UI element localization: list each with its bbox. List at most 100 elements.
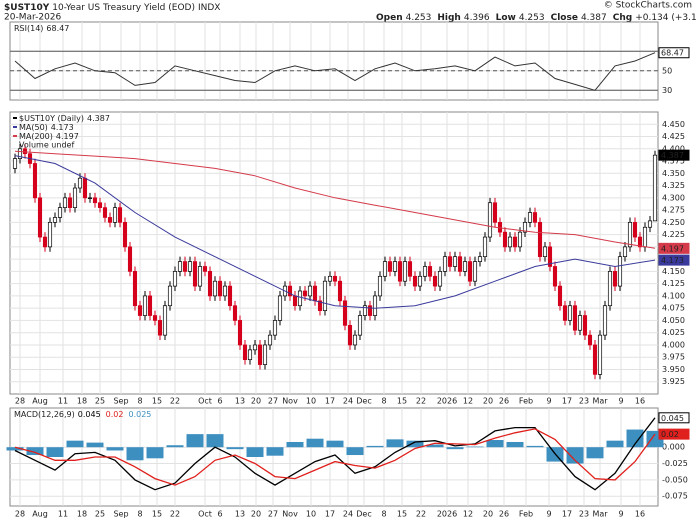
x-tick-label: Nov <box>282 510 298 519</box>
candle-body <box>57 207 63 218</box>
histogram-bar <box>146 447 164 459</box>
legend-value: 4.197 <box>56 132 79 141</box>
histogram-bar <box>46 447 64 457</box>
y-tick-label: 4.350 <box>662 169 685 178</box>
x-tick-label: Feb <box>519 510 533 519</box>
x-tick-label: 16 <box>635 397 645 406</box>
x-tick-label: 20 <box>483 510 493 519</box>
x-tick-label: Mar <box>592 397 608 406</box>
candle-body <box>72 187 78 208</box>
candle-body <box>12 158 18 169</box>
histogram-bar <box>86 442 104 448</box>
stat-label: Chg <box>613 13 632 23</box>
value-tag-label: 0.045 <box>661 414 684 423</box>
candle-body <box>577 315 583 331</box>
header-date: 20-Mar-2026 <box>4 13 62 23</box>
value-tag <box>658 242 690 254</box>
header-stats: Open 4.253 High 4.396 Low 4.253 Close 4.387 Chg +… <box>376 13 696 23</box>
x-tick-label: 9 <box>546 397 551 406</box>
y-tick-label: 4.425 <box>662 132 685 141</box>
candle-body <box>122 221 128 248</box>
candle-body <box>212 280 218 297</box>
x-tick-label: 2026 <box>437 397 457 406</box>
x-tick-label: 17 <box>562 397 572 406</box>
x-tick-label: 8 <box>381 510 386 519</box>
candle-body <box>197 266 203 287</box>
candle-body <box>182 261 188 272</box>
candle-body <box>237 320 243 346</box>
candle-body <box>187 261 193 272</box>
panel-frame <box>9 407 659 507</box>
candle-body <box>382 261 388 277</box>
legend-value: 4.387 <box>87 114 110 123</box>
candle-body <box>227 285 233 307</box>
candle-body <box>617 256 623 287</box>
value-tag-label: 4.387 <box>661 151 684 160</box>
y-tick-label: 4.375 <box>662 157 685 166</box>
candle-body <box>317 300 323 311</box>
candle-body <box>342 300 348 326</box>
y-tick-label: 4.150 <box>662 267 685 276</box>
rsi-line <box>14 52 656 91</box>
legend-entry: MA(200) 4.197 <box>19 132 79 141</box>
candle-body <box>102 207 108 218</box>
x-tick-label: 22 <box>170 510 180 519</box>
candle-body <box>612 271 618 287</box>
candle-body <box>602 305 608 336</box>
candle-body <box>622 246 628 258</box>
x-tick-label: Sep <box>113 510 128 519</box>
histogram-bar <box>506 441 524 448</box>
candle-body <box>512 236 518 248</box>
candle-body <box>192 261 198 287</box>
x-tick-label: 23 <box>579 397 589 406</box>
x-tick-label: 26 <box>499 510 509 519</box>
histogram-bar <box>206 434 224 448</box>
x-tick-label: 27 <box>268 510 278 519</box>
histogram-bar <box>6 447 24 451</box>
stat-label: Close <box>551 13 578 23</box>
candle-body <box>152 315 158 321</box>
candle-body <box>582 315 588 336</box>
candle-body <box>232 305 238 321</box>
candle-body <box>417 275 423 287</box>
candle-body <box>92 197 98 204</box>
candle-body <box>87 197 93 199</box>
candle-body <box>457 256 463 272</box>
candle-body <box>127 246 133 272</box>
histogram-bar <box>586 447 604 459</box>
histogram-bar <box>246 447 264 457</box>
candle-body <box>497 221 503 233</box>
value-tag <box>658 254 690 266</box>
y-tick-label: 4.025 <box>662 328 685 337</box>
candle-body <box>207 271 213 297</box>
y-tick-label: -0.075 <box>662 492 688 501</box>
candle-body <box>362 305 368 316</box>
y-tick-label: 4.075 <box>662 304 685 313</box>
x-tick-label: Oct <box>198 510 212 519</box>
legend-name: MA(200) <box>19 132 53 141</box>
x-tick-label: 15 <box>152 510 162 519</box>
x-tick-label: 15 <box>152 397 162 406</box>
stat-value: +0.134 (+3.15%) <box>635 13 696 23</box>
histogram-bar <box>106 447 124 451</box>
legend-name: MACD(12,26,9) <box>14 410 75 419</box>
exchange: INDX <box>198 3 220 13</box>
x-tick-label: 17 <box>325 510 335 519</box>
histogram-bar <box>426 444 444 448</box>
y-tick-label: 4.275 <box>662 206 685 215</box>
x-tick-label: 22 <box>416 397 426 406</box>
candle-body <box>527 212 533 223</box>
panel-frame <box>9 111 659 395</box>
candle-body <box>607 271 613 307</box>
candle-body <box>627 221 633 248</box>
x-tick-label: 25 <box>95 510 105 519</box>
candle-body <box>137 305 143 316</box>
x-tick-label: Dec <box>356 397 371 406</box>
candle-body <box>62 197 68 208</box>
x-tick-label: 17 <box>325 397 335 406</box>
candle-body <box>377 275 383 297</box>
moving-average <box>14 150 656 249</box>
histogram-bar <box>66 440 84 448</box>
panel-legend: RSI(14) 68.47 <box>14 24 69 33</box>
candle-body <box>37 197 43 238</box>
